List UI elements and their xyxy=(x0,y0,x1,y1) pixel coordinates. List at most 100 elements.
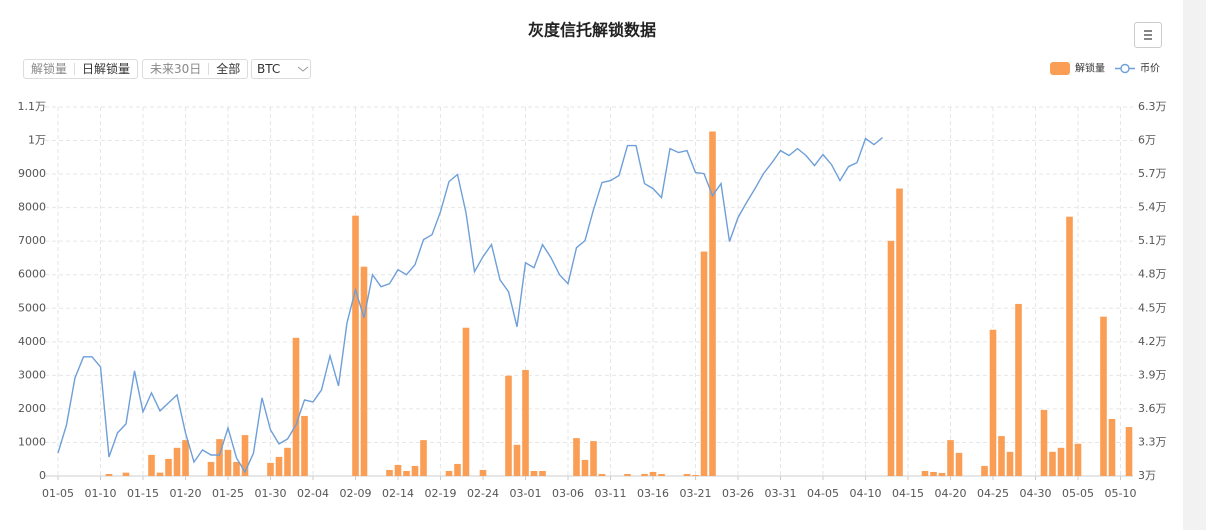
bar xyxy=(105,473,113,476)
x-tick-label: 04-05 xyxy=(807,487,839,500)
y-tick-label: 6000 xyxy=(18,268,46,281)
x-tick-label: 04-10 xyxy=(850,487,882,500)
bar xyxy=(955,452,963,476)
y-tick-label: 1.1万 xyxy=(18,100,47,113)
bar xyxy=(216,439,223,476)
bar xyxy=(981,465,988,476)
bar xyxy=(1040,409,1048,476)
coin-select[interactable]: BTC xyxy=(251,59,311,79)
x-tick-label: 01-05 xyxy=(42,487,74,500)
x-tick-label: 03-21 xyxy=(680,487,712,500)
x-tick-label: 01-30 xyxy=(255,487,287,500)
y-tick-label: 1000 xyxy=(18,435,46,448)
bar xyxy=(1125,427,1133,476)
chevron xyxy=(297,66,309,72)
select-value: BTC xyxy=(257,62,281,76)
bar xyxy=(624,473,631,476)
y-tick-label: 1万 xyxy=(28,134,46,147)
bar xyxy=(284,447,291,476)
bar xyxy=(1057,447,1065,476)
x-tick-label: 03-16 xyxy=(637,487,669,500)
x-tick-label: 05-05 xyxy=(1062,487,1094,500)
bar xyxy=(360,266,368,476)
y2-tick-label: 4.2万 xyxy=(1138,335,1167,348)
bar xyxy=(1074,443,1082,476)
x-tick-label: 02-24 xyxy=(467,487,499,500)
bar xyxy=(403,470,410,476)
y2-tick-label: 3.9万 xyxy=(1138,368,1167,381)
bar xyxy=(700,251,708,476)
grid xyxy=(45,106,1133,477)
x-tick-label: 03-01 xyxy=(510,487,542,500)
bar xyxy=(1006,451,1014,476)
toggle-option[interactable]: 日解锁量 xyxy=(74,63,137,75)
bar xyxy=(522,369,529,476)
x-tick-label: 04-20 xyxy=(935,487,967,500)
bar xyxy=(420,440,427,476)
x-tick-label: 03-06 xyxy=(552,487,584,500)
y-tick-label: 9000 xyxy=(18,167,46,180)
bar xyxy=(1015,303,1022,476)
price-line xyxy=(57,136,883,474)
bar xyxy=(998,436,1005,476)
y2-tick-label: 3.6万 xyxy=(1138,402,1167,415)
x-tick-label: 01-15 xyxy=(127,487,159,500)
legend-swatch xyxy=(1120,63,1130,74)
bar xyxy=(386,469,393,476)
bar xyxy=(530,470,538,476)
bar xyxy=(921,470,929,476)
y2-tick-label: 5.7万 xyxy=(1138,167,1167,180)
y-tick-label: 4000 xyxy=(18,335,46,348)
y2-tick-label: 3.3万 xyxy=(1138,435,1167,448)
x-tick-label: 03-26 xyxy=(722,487,754,500)
toggle-option[interactable]: 未来30日 xyxy=(150,62,202,76)
bar xyxy=(301,415,308,476)
bar xyxy=(394,464,402,476)
legend-label: 解锁量 xyxy=(1075,62,1105,75)
bar xyxy=(122,472,130,476)
range-toggle: 未来30日 全部 xyxy=(142,59,249,79)
x-tick-label: 02-09 xyxy=(340,487,372,500)
x-tick-label: 02-04 xyxy=(297,487,329,500)
bar xyxy=(896,188,903,477)
bar xyxy=(165,458,172,476)
x-tick-label: 04-30 xyxy=(1020,487,1052,500)
y-tick-label: 5000 xyxy=(18,301,46,314)
x-tick-label: 04-25 xyxy=(977,487,1009,500)
bar xyxy=(989,329,997,476)
bar xyxy=(573,438,580,476)
bar xyxy=(658,473,665,476)
toggle-option[interactable]: 解锁量 xyxy=(31,62,68,76)
y2-tick-label: 5.4万 xyxy=(1138,201,1167,214)
bar xyxy=(1108,418,1116,476)
bar xyxy=(445,470,453,476)
chart-title: 灰度信托解锁数据 xyxy=(528,21,656,40)
bar xyxy=(148,454,155,476)
bar xyxy=(233,461,240,476)
bar xyxy=(462,327,470,476)
bar xyxy=(505,375,512,476)
x-tick-label: 04-15 xyxy=(892,487,924,500)
y2-tick-label: 6.3万 xyxy=(1138,100,1167,113)
legend-swatch xyxy=(1050,62,1070,75)
toggle-option[interactable]: 全部 xyxy=(208,63,247,75)
bar xyxy=(224,449,232,476)
y2-tick-label: 3万 xyxy=(1138,469,1156,482)
x-tick-label: 03-31 xyxy=(765,487,797,500)
legend-item[interactable]: 币价 xyxy=(1115,63,1160,75)
menu-button[interactable] xyxy=(1134,22,1162,48)
y2-tick-label: 6万 xyxy=(1138,134,1156,147)
bar xyxy=(709,131,716,477)
legend-item[interactable]: 解锁量 xyxy=(1050,62,1105,76)
bar xyxy=(581,459,589,476)
bar xyxy=(241,435,249,476)
y2-tick-label: 4.5万 xyxy=(1138,301,1167,314)
bar xyxy=(156,472,164,476)
bar xyxy=(539,470,546,476)
bar xyxy=(352,215,359,477)
bar xyxy=(598,473,606,476)
bar xyxy=(513,444,521,476)
